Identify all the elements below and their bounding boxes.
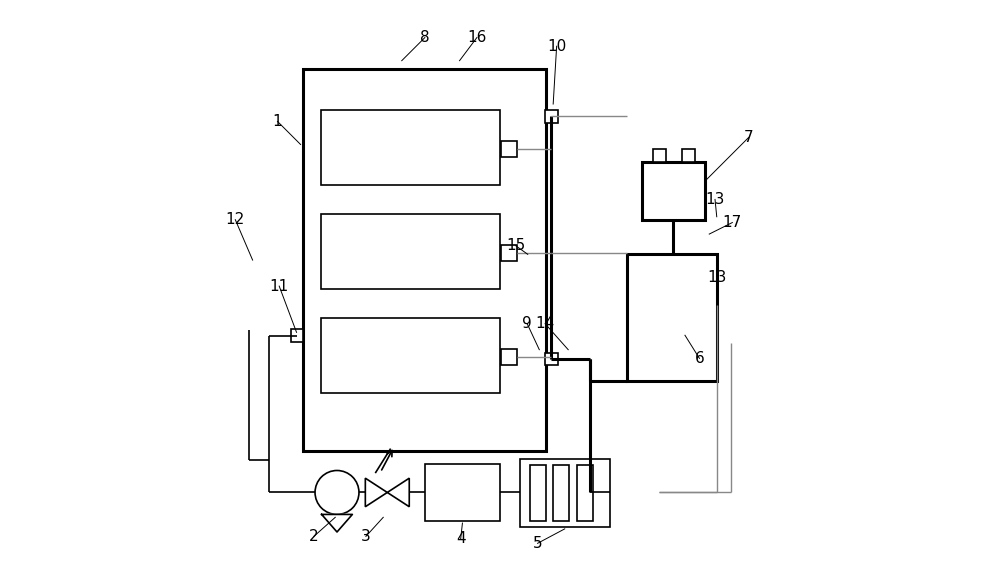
Bar (425, 464, 500, 521)
Polygon shape (322, 514, 352, 532)
Bar (577, 465, 593, 521)
Text: 1: 1 (273, 114, 282, 129)
Text: 9: 9 (522, 316, 532, 331)
Bar (545, 353, 558, 365)
Text: 16: 16 (467, 30, 487, 45)
Bar (642, 162, 705, 220)
Text: 2: 2 (309, 529, 319, 544)
Bar (321, 110, 500, 185)
Text: 17: 17 (723, 215, 742, 230)
Text: 6: 6 (695, 351, 704, 366)
Bar (545, 110, 558, 123)
Polygon shape (365, 478, 387, 507)
Bar (682, 149, 695, 162)
Text: 13: 13 (707, 270, 726, 285)
Bar (321, 214, 500, 289)
Text: 14: 14 (535, 316, 555, 331)
Bar (653, 149, 666, 162)
Text: 3: 3 (361, 529, 371, 544)
Bar (501, 141, 517, 157)
Bar (520, 459, 610, 527)
Text: 11: 11 (270, 279, 289, 294)
Text: 4: 4 (456, 531, 466, 546)
Text: 10: 10 (547, 39, 566, 54)
Bar (501, 245, 517, 261)
Text: 7: 7 (744, 130, 753, 145)
Text: 15: 15 (506, 238, 525, 253)
Bar (303, 69, 546, 451)
Text: 12: 12 (226, 212, 245, 227)
Polygon shape (387, 478, 409, 507)
Text: 5: 5 (533, 536, 542, 551)
Bar (321, 318, 500, 393)
Bar (627, 254, 717, 381)
Bar (553, 465, 569, 521)
Bar (501, 349, 517, 365)
Bar (291, 329, 303, 342)
Text: 13: 13 (705, 192, 725, 207)
Bar (530, 465, 546, 521)
Text: 8: 8 (420, 30, 430, 45)
